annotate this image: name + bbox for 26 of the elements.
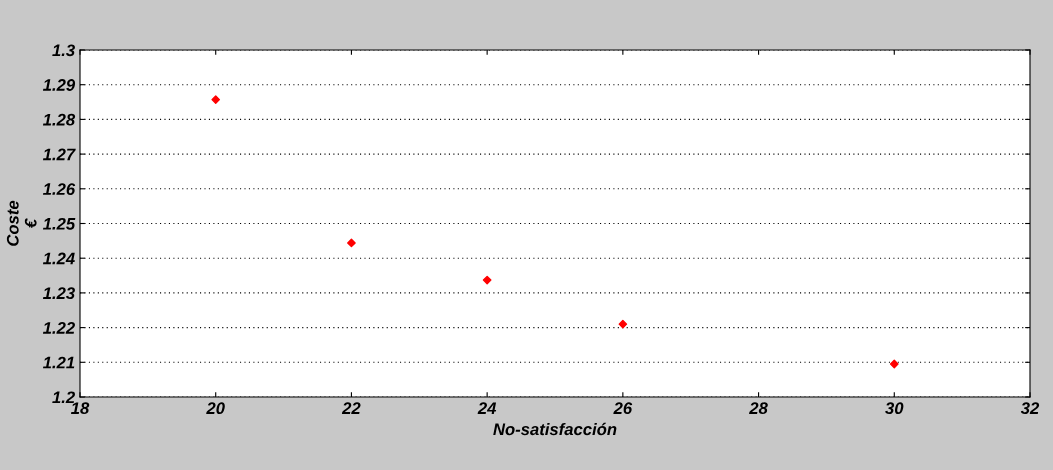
y-tick-label: 1.28 xyxy=(42,113,76,126)
point xyxy=(618,319,628,329)
x-tick-label: 20 xyxy=(206,402,225,415)
y-tick-label: 1.27 xyxy=(42,148,76,161)
x-tick-label: 28 xyxy=(749,402,768,415)
y-axis-title: Coste € xyxy=(6,200,37,246)
y-tick-label: 1.26 xyxy=(42,183,76,195)
y-tick-label: 1.21 xyxy=(42,356,75,369)
y-tick-label: 1.25 xyxy=(42,217,76,230)
x-tick-label: 26 xyxy=(613,402,633,415)
x-tick-label: 24 xyxy=(477,402,497,414)
x-tick-label: 32 xyxy=(1020,402,1040,415)
y-tick-label: 1.29 xyxy=(42,79,76,91)
x-tick-label: 22 xyxy=(341,402,361,414)
x-axis-title: No-satisfacción xyxy=(493,422,617,436)
y-tick-label: 1.2 xyxy=(52,391,75,404)
y-tick-label: 1.22 xyxy=(42,322,75,334)
point xyxy=(889,359,899,369)
y-tick-label: 1.3 xyxy=(52,44,75,57)
y-tick-label: 1.23 xyxy=(42,287,75,300)
x-tick-label: 18 xyxy=(71,402,90,415)
x-tick-label: 30 xyxy=(885,402,904,415)
point xyxy=(211,95,221,104)
point xyxy=(347,238,356,248)
y-tick-label: 1.24 xyxy=(42,252,75,265)
point xyxy=(482,275,492,285)
